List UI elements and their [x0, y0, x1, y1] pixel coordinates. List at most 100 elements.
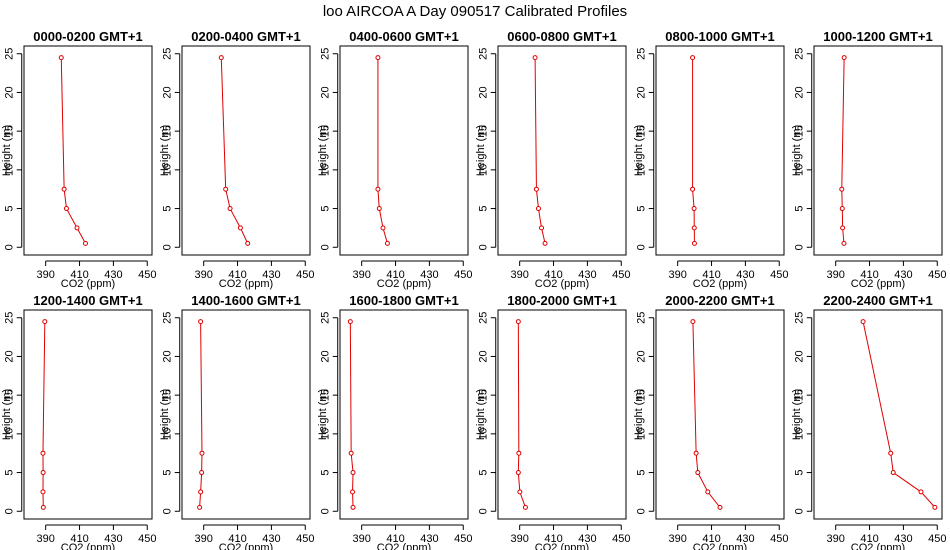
y-axis: 0 5 10 15 20 25 Height (m): [317, 312, 339, 514]
y-tick-label: 10: [320, 428, 332, 440]
data-point: [347, 319, 353, 325]
y-tick-label: 25: [636, 312, 648, 324]
y-axis: 0 5 10 15 20 25 Height (m): [159, 312, 181, 514]
x-tick-label: 430: [420, 533, 438, 545]
data-point: [841, 55, 847, 61]
x-axis: 390 410 430 450 CO2 (ppm): [826, 524, 946, 550]
data-point: [890, 470, 896, 476]
y-tick-label: 25: [794, 312, 806, 324]
y-tick-label: 25: [478, 312, 490, 324]
y-tick-label: 0: [4, 244, 16, 250]
x-tick-label: 450: [138, 533, 156, 545]
x-tick-label: 450: [612, 269, 630, 281]
data-point: [348, 450, 354, 456]
x-tick-label: 390: [36, 533, 54, 545]
x-axis: 390 410 430 450 CO2 (ppm): [36, 260, 156, 290]
x-tick-label: 390: [668, 533, 686, 545]
panel-title: 1200-1400 GMT+1: [33, 293, 142, 308]
data-point: [690, 319, 696, 325]
y-tick-label: 0: [320, 508, 332, 514]
plot-frame: [813, 309, 943, 520]
x-tick-label: 450: [454, 533, 472, 545]
y-tick-label: 5: [4, 205, 16, 211]
data-point: [839, 186, 845, 192]
plot-frame: [23, 309, 153, 520]
x-tick-label: 410: [228, 533, 246, 545]
x-axis-label: CO2 (ppm): [535, 542, 589, 550]
x-tick-label: 450: [770, 269, 788, 281]
y-tick-label: 5: [794, 205, 806, 211]
x-tick-label: 430: [420, 269, 438, 281]
x-axis: 390 410 430 450 CO2 (ppm): [36, 524, 156, 550]
data-point: [532, 55, 538, 61]
x-tick-label: 430: [262, 533, 280, 545]
data-point: [40, 470, 46, 476]
x-tick-label: 430: [578, 533, 596, 545]
x-tick-label: 410: [228, 269, 246, 281]
data-point: [693, 450, 699, 456]
data-point: [42, 319, 48, 325]
panels: 0000-0200 GMT+1 0 5 10 15 20 25 Height (m) 390 41…: [1, 29, 946, 550]
x-axis: 390 410 430 450 CO2 (ppm): [352, 524, 472, 550]
data-point: [542, 240, 548, 246]
y-tick-label: 5: [636, 205, 648, 211]
data-point: [717, 504, 723, 510]
x-axis: 390 410 430 450 CO2 (ppm): [352, 260, 472, 290]
y-axis-label: Height (m): [791, 125, 803, 176]
y-tick-label: 0: [320, 244, 332, 250]
y-axis: 0 5 10 15 20 25 Height (m): [791, 48, 813, 250]
y-axis: 0 5 10 15 20 25 Height (m): [475, 48, 497, 250]
x-tick-label: 430: [736, 533, 754, 545]
y-tick-label: 10: [4, 164, 16, 176]
y-tick-label: 20: [478, 350, 490, 362]
data-point: [384, 240, 390, 246]
panel-title: 0000-0200 GMT+1: [33, 29, 142, 44]
y-tick-label: 15: [478, 389, 490, 401]
data-point: [198, 489, 204, 495]
x-axis: 390 410 430 450 CO2 (ppm): [668, 260, 788, 290]
x-tick-label: 430: [894, 533, 912, 545]
data-point: [199, 470, 205, 476]
data-point: [918, 489, 924, 495]
y-tick-label: 10: [636, 164, 648, 176]
plot-frame: [655, 45, 785, 256]
data-point: [860, 319, 866, 325]
x-tick-label: 390: [352, 533, 370, 545]
data-point: [74, 225, 80, 231]
y-tick-label: 10: [320, 164, 332, 176]
panel-title: 2000-2200 GMT+1: [665, 293, 774, 308]
y-tick-label: 5: [4, 469, 16, 475]
data-point: [245, 240, 251, 246]
plot-frame: [23, 45, 153, 256]
panel-11: 2000-2200 GMT+1 0 5 10 15 20 25 Height (m) 390 41…: [633, 293, 788, 550]
x-tick-label: 430: [104, 269, 122, 281]
x-tick-label: 410: [386, 533, 404, 545]
x-axis-label: CO2 (ppm): [377, 542, 431, 550]
y-tick-label: 10: [794, 164, 806, 176]
x-axis-label: CO2 (ppm): [535, 278, 589, 290]
y-axis: 0 5 10 15 20 25 Height (m): [633, 48, 655, 250]
x-axis: 390 410 430 450 CO2 (ppm): [668, 524, 788, 550]
data-point: [350, 470, 356, 476]
data-point: [691, 225, 697, 231]
x-tick-label: 390: [352, 269, 370, 281]
plot-frame: [813, 45, 943, 256]
x-axis-label: CO2 (ppm): [219, 278, 273, 290]
panel-7: 1200-1400 GMT+1 0 5 10 15 20 25 Height (m) 390 41…: [1, 293, 156, 550]
y-tick-label: 25: [4, 48, 16, 60]
x-tick-label: 390: [194, 533, 212, 545]
y-axis-label: Height (m): [633, 125, 645, 176]
x-tick-label: 410: [70, 533, 88, 545]
y-tick-label: 0: [162, 244, 174, 250]
y-tick-label: 15: [794, 125, 806, 137]
panel-10: 1800-2000 GMT+1 0 5 10 15 20 25 Height (m) 390 41…: [475, 293, 630, 550]
panel-title: 2200-2400 GMT+1: [823, 293, 932, 308]
x-tick-label: 450: [612, 533, 630, 545]
y-axis: 0 5 10 15 20 25 Height (m): [1, 312, 23, 514]
y-tick-label: 20: [478, 86, 490, 98]
panel-title: 1000-1200 GMT+1: [823, 29, 932, 44]
y-tick-label: 15: [4, 389, 16, 401]
y-tick-label: 15: [320, 389, 332, 401]
